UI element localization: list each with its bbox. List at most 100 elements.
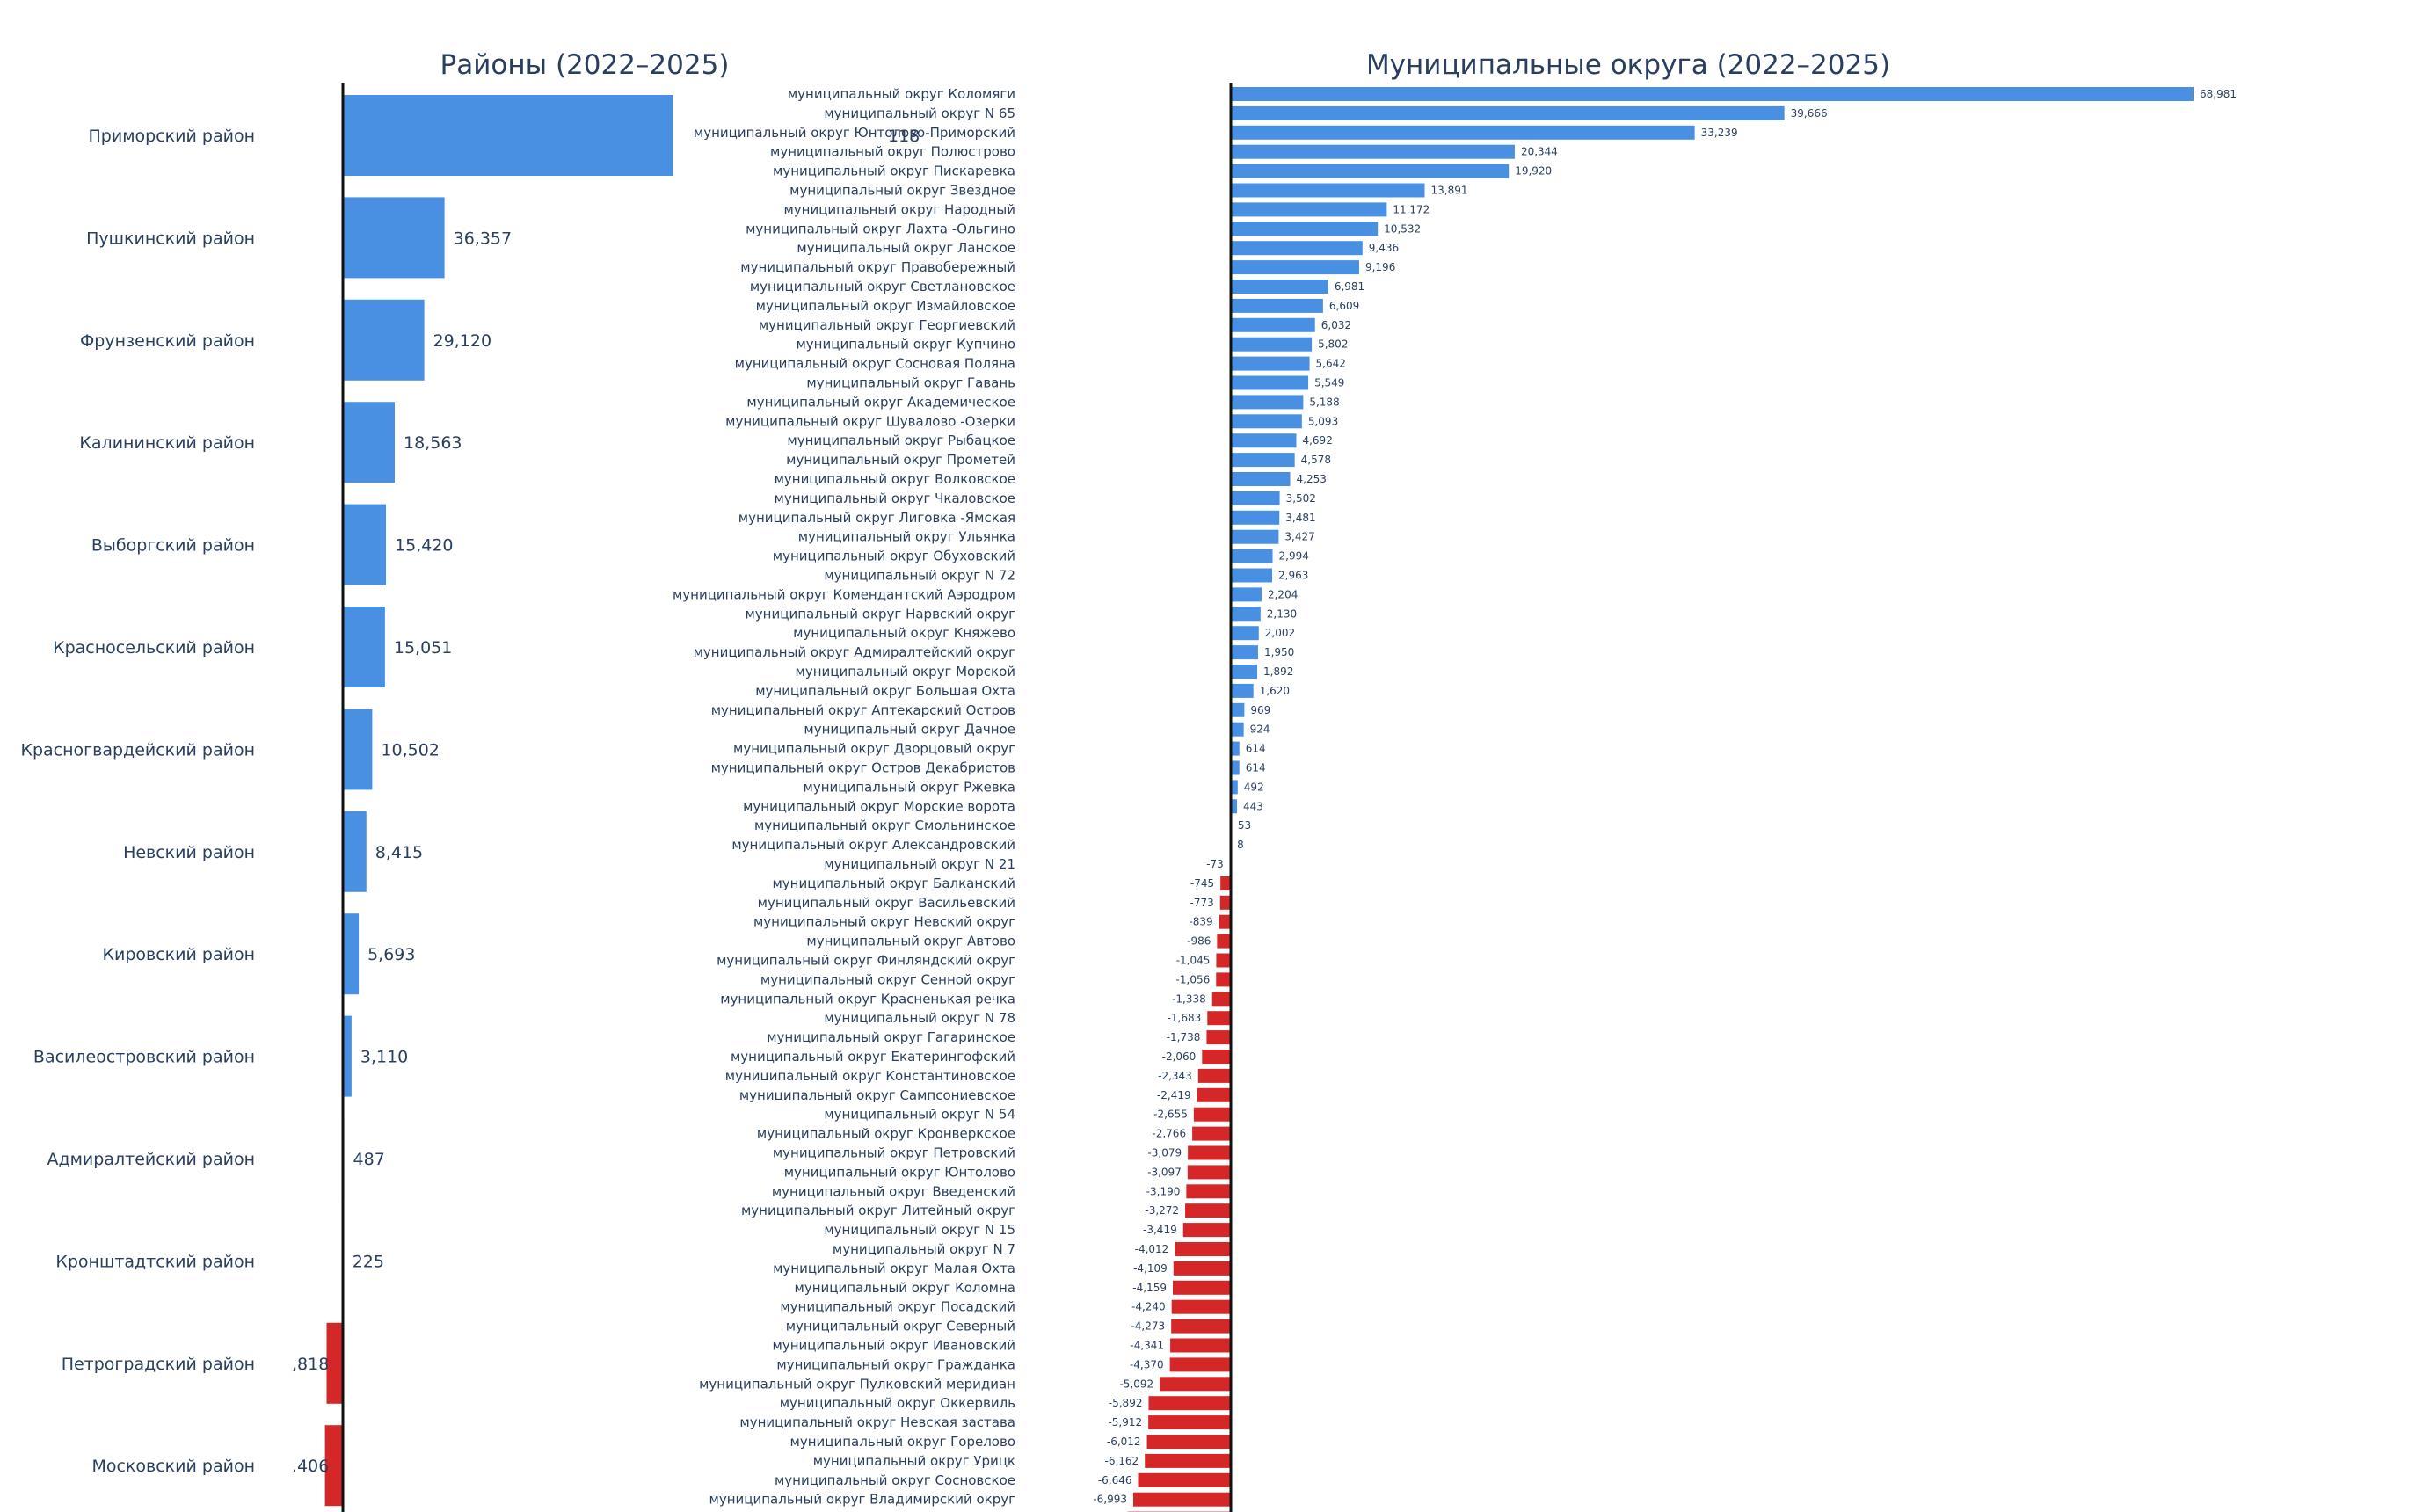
municipal-category-label: муниципальный округ Обуховский	[773, 549, 1015, 564]
district-bar	[343, 504, 387, 585]
municipal-category-label: муниципальный округ Волковское	[775, 471, 1015, 487]
municipal-value-label: -1,056	[1176, 973, 1211, 985]
district-bar	[343, 1015, 352, 1097]
district-bar	[343, 913, 360, 995]
municipal-bar	[1231, 280, 1328, 294]
municipal-bar	[1172, 1280, 1231, 1295]
district-bar	[343, 197, 445, 279]
municipal-bar	[1138, 1472, 1231, 1487]
district-value-label: 118	[888, 127, 920, 146]
municipal-bar	[1182, 1223, 1231, 1238]
municipal-bar	[1148, 1396, 1231, 1411]
municipal-value-label: -3,079	[1147, 1147, 1182, 1159]
municipal-bar	[1231, 587, 1262, 602]
municipal-value-label: -839	[1189, 916, 1212, 928]
municipal-category-label: муниципальный округ Сергиевское	[767, 1511, 1015, 1512]
municipal-value-label: 5,188	[1309, 396, 1339, 408]
municipal-bar	[1231, 702, 1245, 717]
municipal-value-label: 10,532	[1384, 222, 1421, 235]
municipal-category-label: муниципальный округ Горелово	[790, 1434, 1015, 1450]
municipal-value-label: 9,196	[1365, 261, 1395, 273]
municipal-bar	[1193, 1107, 1231, 1122]
municipal-bar	[1231, 626, 1259, 641]
municipal-bar	[1231, 414, 1302, 429]
district-bar	[326, 1322, 343, 1404]
districts-category-labels: Приморский район Пушкинский район Фрунзенс…	[20, 127, 255, 1476]
municipal-category-label: муниципальный округ Введенский	[772, 1183, 1015, 1199]
municipal-value-label: -4,273	[1131, 1320, 1165, 1333]
municipal-bar	[1231, 472, 1291, 486]
municipal-category-label: муниципальный округ Ульянка	[798, 529, 1015, 545]
district-bar	[343, 709, 373, 790]
municipal-value-label: 3,502	[1286, 492, 1316, 505]
municipal-value-label: -3,272	[1145, 1204, 1179, 1217]
municipal-value-label: 2,204	[1268, 588, 1298, 600]
municipal-bar	[1206, 1030, 1231, 1045]
municipal-value-label: 614	[1246, 743, 1266, 755]
municipal-bar	[1231, 665, 1258, 679]
municipal-bars	[1127, 87, 2194, 1512]
municipal-category-label: муниципальный округ Остров Декабристов	[711, 760, 1015, 776]
municipal-category-label: муниципальный округ Невский округ	[753, 914, 1015, 930]
municipal-category-label: муниципальный округ Коломна	[795, 1280, 1016, 1296]
municipal-bar	[1231, 395, 1304, 410]
municipal-value-label: 6,609	[1329, 300, 1359, 312]
district-category-label: Кронштадтский район	[55, 1252, 255, 1271]
municipal-bar	[1231, 491, 1280, 505]
district-category-label: Фрунзенский район	[80, 331, 255, 351]
municipal-value-label: 5,093	[1308, 415, 1338, 427]
district-category-label: Выборгский район	[91, 536, 255, 556]
municipal-bar	[1185, 1203, 1231, 1218]
municipal-bar	[1217, 934, 1231, 949]
municipal-bar	[1231, 105, 1785, 120]
municipal-bar	[1231, 607, 1261, 622]
municipal-value-label: -3,190	[1146, 1185, 1181, 1197]
municipal-value-label: 969	[1250, 704, 1270, 716]
municipal-bar	[1231, 144, 1515, 159]
municipal-category-label: муниципальный округ Коломяги	[788, 86, 1015, 102]
municipal-category-label: муниципальный округ Рыбацкое	[787, 433, 1015, 448]
municipal-value-label: -5,912	[1108, 1416, 1142, 1428]
municipal-category-label: муниципальный округ Юнтолово	[784, 1164, 1015, 1180]
municipal-bar	[1220, 876, 1231, 890]
municipal-value-label: -773	[1190, 897, 1213, 909]
municipal-value-label: 1,950	[1264, 646, 1294, 658]
municipal-category-label: муниципальный округ Автово	[806, 934, 1015, 949]
district-value-label: 10,502	[381, 740, 439, 760]
municipal-value-label: 33,239	[1701, 127, 1738, 139]
municipal-value-label: 2,963	[1278, 570, 1308, 582]
municipal-bar	[1187, 1165, 1231, 1180]
municipal-category-label: муниципальный округ N 15	[824, 1222, 1015, 1238]
municipal-category-label: муниципальный округ Ржевка	[804, 779, 1015, 795]
municipal-value-label: 68,981	[2200, 88, 2237, 100]
municipal-category-label: муниципальный округ Красненькая речка	[720, 991, 1015, 1007]
municipal-category-label: муниципальный округ Большая Охта	[755, 683, 1015, 699]
municipal-category-label: муниципальный округ Финляндский округ	[717, 953, 1015, 969]
district-bar	[343, 607, 385, 687]
municipal-bar	[1148, 1415, 1231, 1430]
municipal-value-label: 13,891	[1431, 185, 1468, 197]
municipal-bar	[1231, 222, 1379, 236]
municipal-bar	[1171, 1299, 1231, 1314]
municipal-bar	[1171, 1319, 1231, 1334]
municipal-category-label: муниципальный округ Оккервиль	[780, 1395, 1015, 1411]
municipal-bar	[1231, 241, 1363, 256]
municipal-category-label: муниципальный округ N 65	[824, 105, 1015, 121]
municipal-value-label: -4,159	[1132, 1282, 1167, 1294]
municipal-category-label: муниципальный округ Лахта -Ольгино	[746, 221, 1015, 236]
district-value-label: 225	[353, 1252, 384, 1271]
municipal-value-label: -73	[1206, 858, 1224, 870]
municipal-value-label: -4,109	[1133, 1262, 1168, 1275]
municipal-category-label: муниципальный округ Георгиевский	[759, 317, 1015, 333]
municipal-value-label: -1,683	[1168, 1012, 1202, 1024]
municipal-bar	[1231, 298, 1323, 313]
district-category-label: Кировский район	[103, 945, 255, 964]
municipal-value-label: 4,692	[1302, 434, 1332, 447]
municipal-bar	[1231, 645, 1258, 660]
municipal-category-label: муниципальный округ Полюстрово	[770, 144, 1015, 160]
municipal-bar	[1231, 529, 1279, 544]
municipal-bar	[1231, 453, 1295, 468]
municipal-value-label: 5,802	[1318, 338, 1348, 351]
municipal-value-label: -6,012	[1107, 1436, 1141, 1448]
